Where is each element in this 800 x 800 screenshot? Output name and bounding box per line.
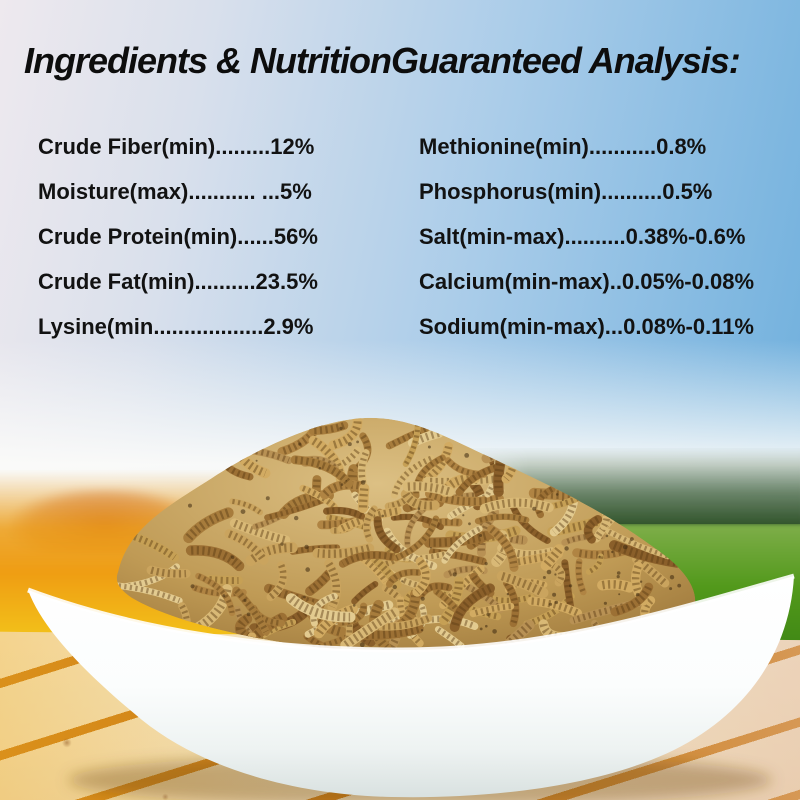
analysis-row-sodium: Sodium(min-max)...0.08%-0.11% — [419, 314, 754, 339]
page-title: Ingredients & NutritionGuaranteed Analys… — [24, 40, 741, 81]
analysis-row-crude-fat: Crude Fat(min)..........23.5% — [38, 269, 318, 294]
analysis-row-moisture: Moisture(max)........... ...5% — [38, 179, 312, 204]
analysis-row-crude-protein: Crude Protein(min)......56% — [38, 224, 318, 249]
analysis-row-lysine: Lysine(min..................2.9% — [38, 314, 314, 339]
analysis-right-column: Methionine(min)...........0.8% Phosphoru… — [419, 124, 754, 349]
analysis-row-salt: Salt(min-max)..........0.38%-0.6% — [419, 224, 746, 249]
bowl-rim-highlight — [27, 573, 795, 653]
mealworm-pile — [116, 417, 696, 654]
white-bowl — [28, 576, 794, 798]
analysis-left-column: Crude Fiber(min).........12% Moisture(ma… — [38, 124, 318, 349]
analysis-row-calcium: Calcium(min-max)..0.05%-0.08% — [419, 269, 755, 294]
analysis-row-phosphorus: Phosphorus(min)..........0.5% — [419, 179, 713, 204]
analysis-row-methionine: Methionine(min)...........0.8% — [419, 134, 707, 159]
analysis-row-crude-fiber: Crude Fiber(min).........12% — [38, 134, 315, 159]
